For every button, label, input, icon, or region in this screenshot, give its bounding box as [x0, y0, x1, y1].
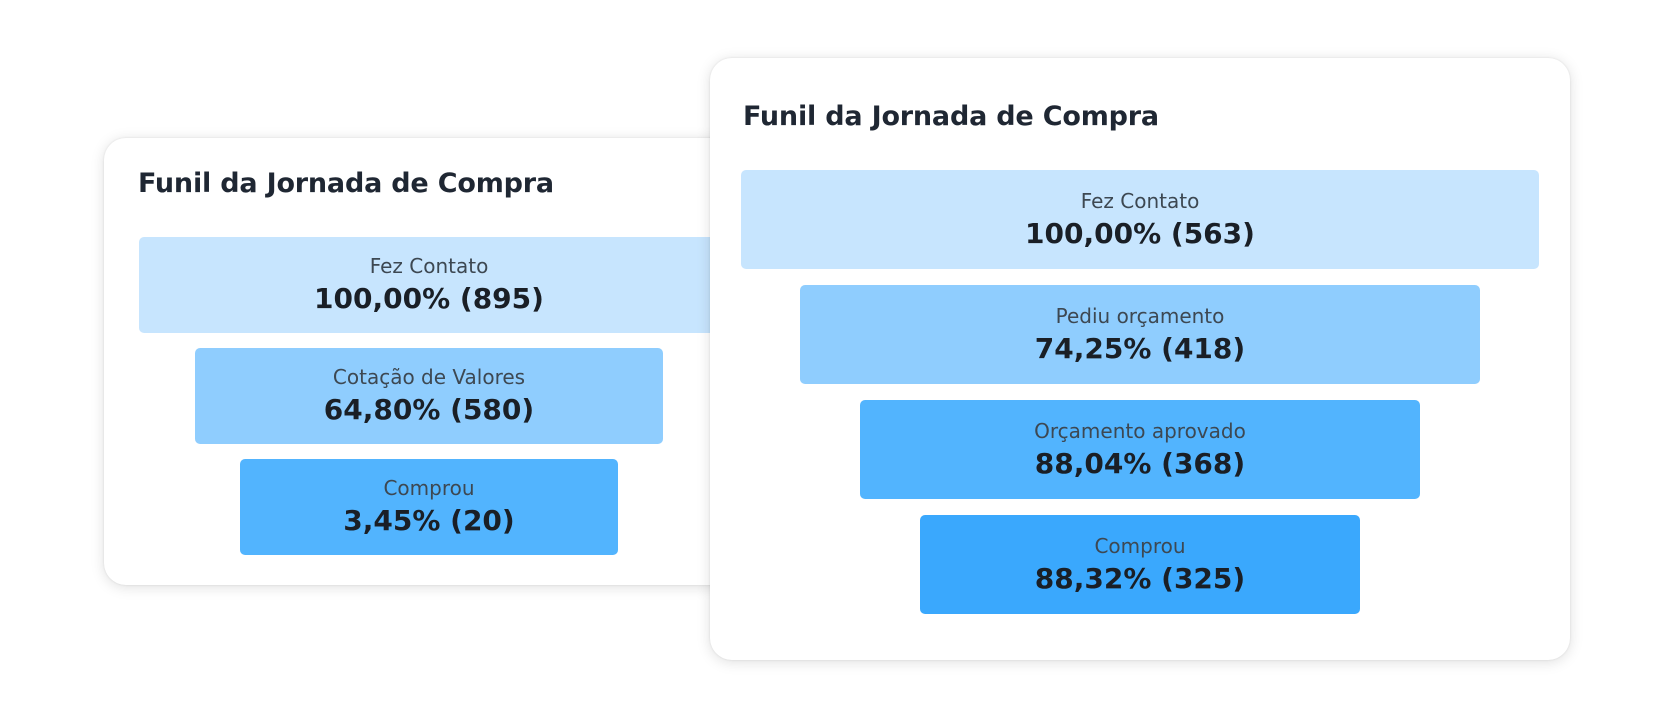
stage-value: 88,32% (325) [1034, 561, 1246, 595]
funnel-stage-fez-contato: Fez Contato 100,00% (895) [139, 237, 719, 333]
stage-value: 88,04% (368) [1034, 446, 1246, 480]
stage-label: Pediu orçamento [1055, 303, 1225, 328]
stage-label: Orçamento aprovado [1034, 418, 1246, 443]
funnel-stage-comprou: Comprou 3,45% (20) [240, 459, 618, 555]
funnel-stage-comprou: Comprou 88,32% (325) [920, 515, 1360, 614]
stage-label: Comprou [1094, 533, 1186, 558]
funnel-stage-fez-contato: Fez Contato 100,00% (563) [741, 170, 1539, 269]
funnel-title: Funil da Jornada de Compra [138, 168, 554, 199]
stage-label: Fez Contato [1080, 188, 1200, 213]
funnel-stage-cotacao-de-valores: Cotação de Valores 64,80% (580) [195, 348, 663, 444]
funnel-title: Funil da Jornada de Compra [743, 101, 1159, 132]
stage-label: Cotação de Valores [332, 365, 526, 389]
stage-label: Comprou [383, 476, 475, 500]
funnel-stage-pediu-orcamento: Pediu orçamento 74,25% (418) [800, 285, 1480, 384]
stage-value: 64,80% (580) [323, 393, 535, 426]
stage-value: 100,00% (563) [1025, 216, 1255, 250]
stage-value: 3,45% (20) [343, 504, 515, 537]
stage-value: 74,25% (418) [1034, 331, 1246, 365]
stage-label: Fez Contato [369, 254, 489, 278]
funnel-card-right: Funil da Jornada de Compra Fez Contato 1… [710, 58, 1570, 660]
stage-value: 100,00% (895) [314, 282, 544, 315]
funnel-stage-orcamento-aprovado: Orçamento aprovado 88,04% (368) [860, 400, 1420, 499]
